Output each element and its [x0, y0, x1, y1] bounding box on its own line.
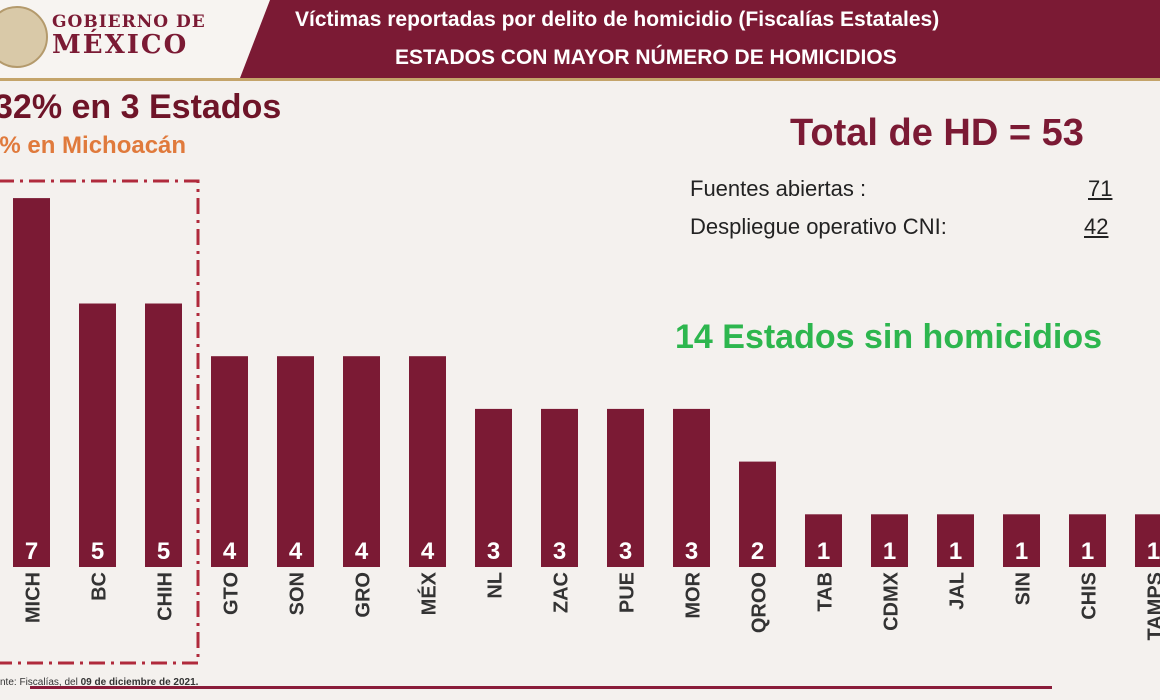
- category-label: PUE: [617, 572, 639, 613]
- footnote-prefix: nte: Fiscalías, del: [0, 677, 81, 688]
- header-bar: GOBIERNO DE MÉXICO Víctimas reportadas p…: [0, 0, 1160, 78]
- source-label-open: Fuentes abiertas :: [690, 176, 867, 201]
- logo-line2: MÉXICO: [52, 30, 189, 60]
- bar-chis: [1069, 514, 1106, 567]
- page-title: Víctimas reportadas por delito de homici…: [295, 8, 940, 31]
- category-label: TAB: [815, 572, 837, 612]
- category-label: GRO: [353, 572, 375, 618]
- bar-value-label: 4: [355, 538, 369, 565]
- bar-jal: [937, 514, 974, 567]
- source-footnote: nte: Fiscalías, del 09 de diciembre de 2…: [0, 677, 198, 688]
- bar-mich: [13, 198, 50, 567]
- bar-sin: [1003, 514, 1040, 567]
- bar-gto: [211, 356, 248, 567]
- bar-bc: [79, 303, 116, 567]
- bar-tamps: [1135, 514, 1160, 567]
- michoacan-note: 3% en Michoacán: [0, 132, 187, 159]
- bar-value-label: 4: [289, 538, 303, 565]
- bar-value-label: 4: [421, 538, 435, 565]
- bar-tab: [805, 514, 842, 567]
- category-label: CHIH: [155, 572, 177, 621]
- category-label: MOR: [683, 571, 705, 618]
- states-without-homicides: 14 Estados sin homicidios: [675, 318, 1103, 356]
- bar-value-label: 1: [1081, 538, 1094, 565]
- category-label: JAL: [947, 572, 969, 610]
- logo-line1: GOBIERNO DE: [52, 12, 206, 32]
- bar-value-label: 1: [817, 538, 830, 565]
- bar-cdmx: [871, 514, 908, 567]
- bar-value-label: 3: [685, 538, 698, 565]
- seal-icon: [0, 6, 48, 68]
- bar-value-label: 7: [25, 538, 38, 565]
- three-states-note: 32% en 3 Estados: [0, 88, 282, 126]
- footnote-date: 09 de diciembre de 2021.: [80, 677, 199, 688]
- category-label: NL: [485, 572, 507, 599]
- bar-mor: [673, 408, 710, 567]
- bar-chih: [145, 303, 182, 567]
- bar-value-label: 3: [487, 538, 500, 565]
- bar-pue: [607, 408, 644, 567]
- total-hd: Total de HD = 53: [790, 112, 1084, 154]
- bar-zac: [541, 408, 578, 567]
- bar-value-label: 1: [883, 538, 896, 565]
- bar-méx: [409, 356, 446, 567]
- bar-value-label: 4: [223, 538, 237, 565]
- source-label-cni: Despliegue operativo CNI:: [690, 214, 947, 239]
- category-label: ZAC: [551, 572, 573, 613]
- bar-gro: [343, 356, 380, 567]
- bar-value-label: 1: [1015, 538, 1028, 565]
- bar-qroo: [739, 461, 776, 567]
- bar-value-label: 1: [949, 538, 962, 565]
- bar-value-label: 5: [157, 538, 170, 565]
- page-subtitle: ESTADOS CON MAYOR NÚMERO DE HOMICIDIOS: [395, 46, 897, 69]
- category-label: MICH: [23, 572, 45, 623]
- bar-son: [277, 356, 314, 567]
- header-divider: [0, 78, 1160, 81]
- category-label: SON: [287, 572, 309, 615]
- footer-line: [30, 686, 1052, 689]
- category-label: BC: [89, 572, 111, 601]
- category-label: TAMPS: [1145, 572, 1160, 641]
- category-label: MÉX: [418, 571, 441, 615]
- category-label: CDMX: [881, 571, 903, 631]
- gobierno-logo: GOBIERNO DE MÉXICO: [0, 0, 270, 78]
- category-label: GTO: [221, 572, 243, 615]
- bar-nl: [475, 408, 512, 567]
- bar-value-label: 1: [1147, 538, 1160, 565]
- bar-value-label: 3: [619, 538, 632, 565]
- category-label: CHIS: [1079, 572, 1101, 620]
- source-value-cni: 42: [1084, 214, 1109, 239]
- bar-value-label: 3: [553, 538, 566, 565]
- highlight-box: [0, 179, 200, 665]
- bar-value-label: 2: [751, 538, 764, 565]
- bar-value-label: 5: [91, 538, 104, 565]
- source-value-open: 71: [1088, 176, 1113, 201]
- category-label: QROO: [749, 572, 771, 633]
- category-label: SIN: [1013, 572, 1035, 605]
